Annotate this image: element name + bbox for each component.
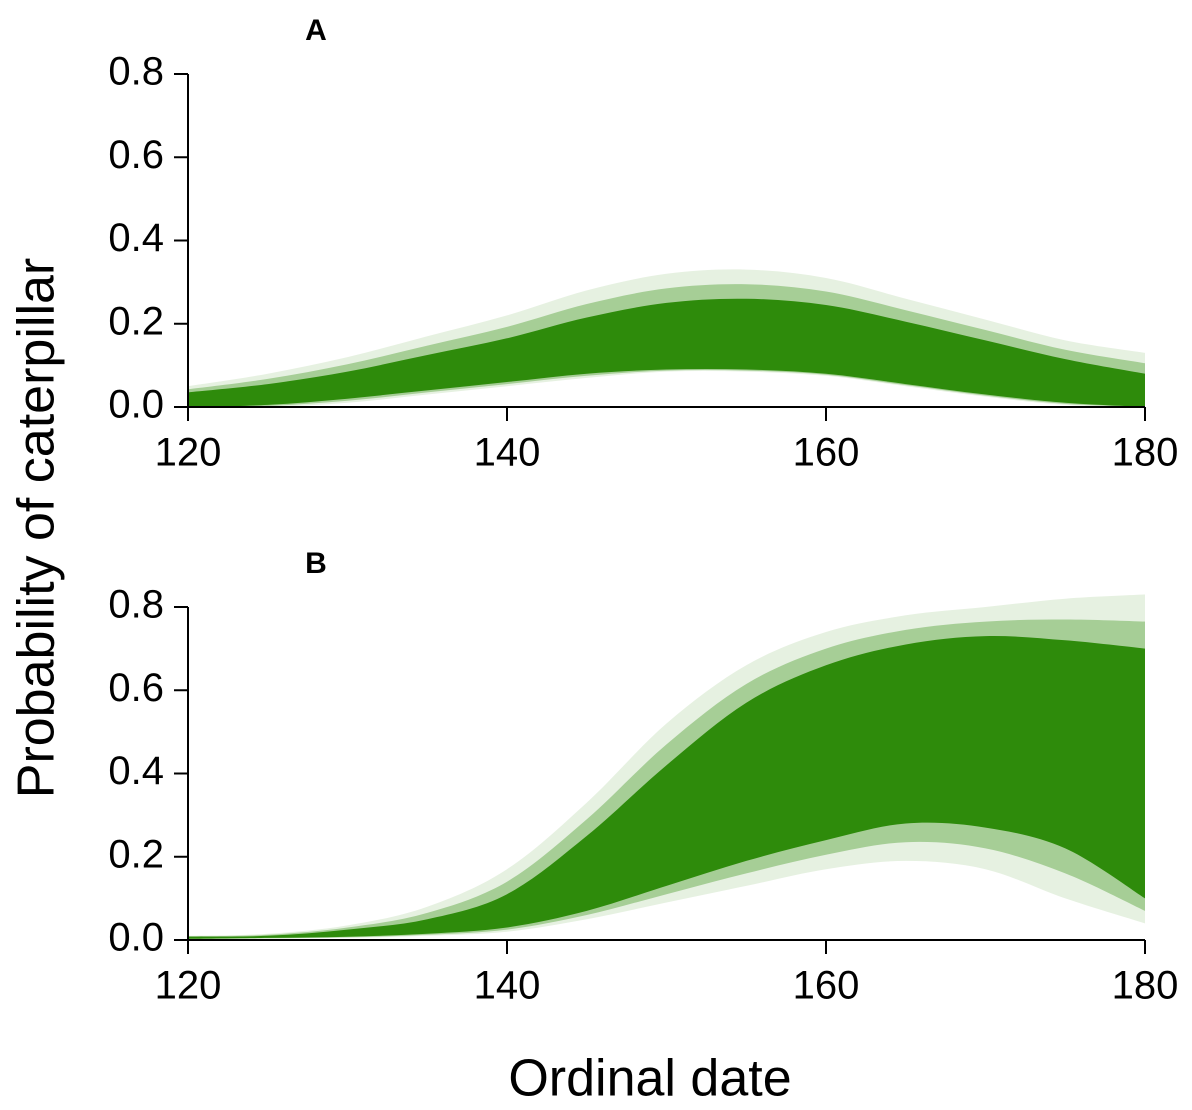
y-tick-label: 0.2	[108, 832, 164, 876]
y-tick-label: 0.6	[108, 133, 164, 177]
posterior-band-core	[188, 298, 1145, 407]
x-tick-label: 140	[474, 964, 541, 1008]
panel-label-b: B	[305, 547, 327, 580]
y-tick-label: 0.8	[108, 50, 164, 94]
x-tick-label: 120	[155, 431, 222, 475]
y-axis-title: Probability of caterpillar	[8, 258, 66, 798]
x-axis-title: Ordinal date	[508, 1050, 791, 1108]
posterior-band-core	[188, 635, 1145, 939]
y-tick-label: 0.0	[108, 916, 164, 960]
panel-a: A 0.0 0.2 0.4 0.6 0.8 120 140 160 180	[108, 14, 1178, 475]
y-tick-label: 0.0	[108, 383, 164, 427]
x-tick-label: 160	[793, 431, 860, 475]
panel-label-a: A	[305, 14, 327, 47]
panel-b: B 0.0 0.2 0.4 0.6 0.8 120 140 160 180	[108, 547, 1178, 1008]
x-tick-label: 160	[793, 964, 860, 1008]
y-tick-label: 0.8	[108, 583, 164, 627]
y-tick-label: 0.6	[108, 666, 164, 710]
y-tick-label: 0.4	[108, 216, 164, 260]
y-tick-label: 0.4	[108, 749, 164, 793]
x-tick-label: 180	[1112, 964, 1179, 1008]
y-tick-label: 0.2	[108, 299, 164, 343]
x-tick-label: 140	[474, 431, 541, 475]
x-tick-label: 180	[1112, 431, 1179, 475]
x-tick-label: 120	[155, 964, 222, 1008]
